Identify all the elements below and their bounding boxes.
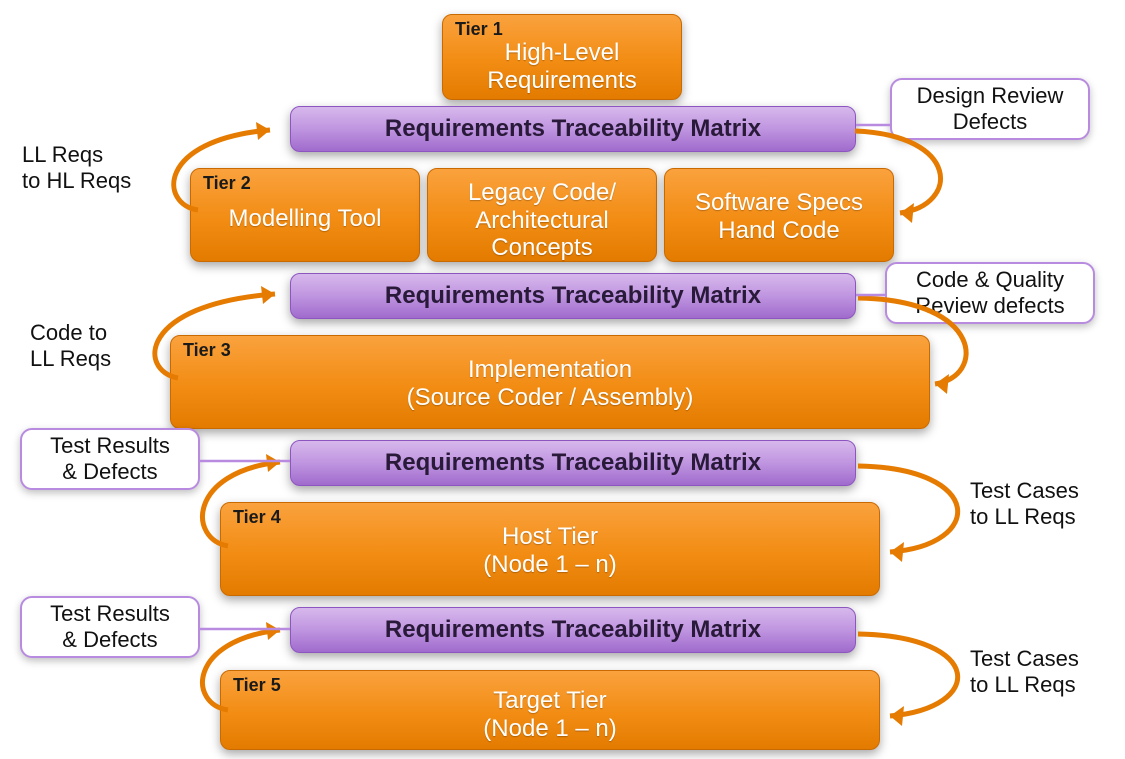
rtm-bar-1-label: Requirements Traceability Matrix xyxy=(385,115,761,143)
label-code-to-ll-text: Code toLL Reqs xyxy=(30,320,111,371)
arrow-code-quality xyxy=(855,292,1015,402)
tier1-label: Tier 1 xyxy=(455,19,503,40)
tier5-box: Tier 5 Target Tier(Node 1 – n) xyxy=(220,670,880,750)
diagram-stage: Tier 1 High-LevelRequirements Requiremen… xyxy=(0,0,1125,759)
rtm-bar-1: Requirements Traceability Matrix xyxy=(290,106,856,152)
arrow-design-review xyxy=(850,125,990,235)
arrow-testcases-2 xyxy=(855,628,1015,733)
rtm-bar-3-label: Requirements Traceability Matrix xyxy=(385,449,761,477)
tier4-title: Host Tier(Node 1 – n) xyxy=(221,509,879,586)
tier2b-box: Legacy Code/ArchitecturalConcepts xyxy=(427,168,657,262)
tier5-title: Target Tier(Node 1 – n) xyxy=(221,677,879,750)
tier1-box: Tier 1 High-LevelRequirements xyxy=(442,14,682,100)
arrow-test-results-2 xyxy=(180,622,310,732)
callout-conn-4 xyxy=(198,624,293,634)
callout-conn-2 xyxy=(856,290,890,300)
arrow-code-to-llreqs xyxy=(130,286,300,396)
callout-conn-1 xyxy=(856,120,896,130)
rtm-bar-2: Requirements Traceability Matrix xyxy=(290,273,856,319)
label-ll-to-hl-text: LL Reqsto HL Reqs xyxy=(22,142,131,193)
arrow-llreqs-to-hlreqs xyxy=(150,120,300,240)
arrow-testcases-1 xyxy=(855,460,1015,570)
callout-conn-3 xyxy=(198,456,293,466)
callout-test-results-2: Test Results& Defects xyxy=(20,596,200,658)
rtm-bar-3: Requirements Traceability Matrix xyxy=(290,440,856,486)
callout-test-results-1-text: Test Results& Defects xyxy=(50,433,170,486)
callout-test-results-2-text: Test Results& Defects xyxy=(50,601,170,654)
arrow-test-results-1 xyxy=(180,454,310,564)
rtm-bar-4-label: Requirements Traceability Matrix xyxy=(385,616,761,644)
rtm-bar-4: Requirements Traceability Matrix xyxy=(290,607,856,653)
tier4-box: Tier 4 Host Tier(Node 1 – n) xyxy=(220,502,880,596)
label-ll-to-hl: LL Reqsto HL Reqs xyxy=(22,142,131,195)
tier2b-title: Legacy Code/ArchitecturalConcepts xyxy=(428,175,656,270)
callout-test-results-1: Test Results& Defects xyxy=(20,428,200,490)
rtm-bar-2-label: Requirements Traceability Matrix xyxy=(385,282,761,310)
label-code-to-ll: Code toLL Reqs xyxy=(30,320,111,373)
